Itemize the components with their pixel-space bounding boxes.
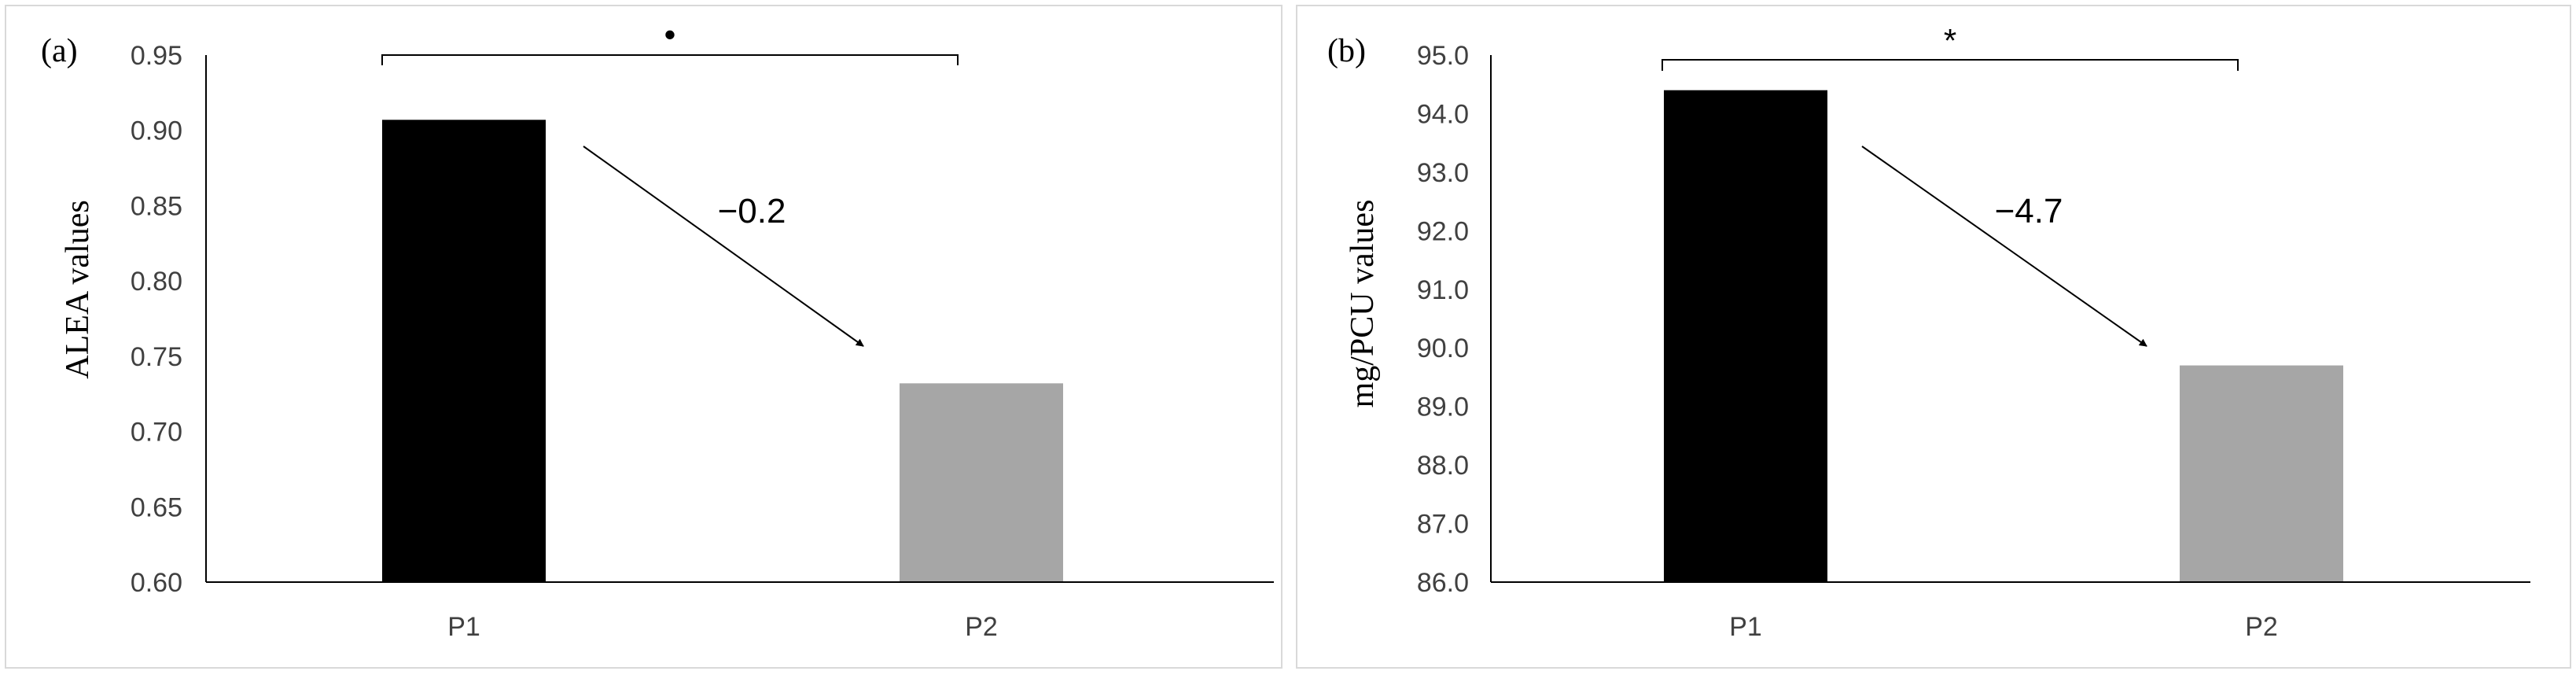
chart-panel-a: (a) ALEA values 0.60 0.65 0.70 0.75 0.80 0.85… [5, 5, 1282, 669]
y-tick-label: 90.0 [1417, 334, 1469, 363]
y-tick-label: 95.0 [1417, 41, 1469, 71]
y-tick-label: 0.85 [131, 191, 182, 221]
significance-marker: • [664, 16, 676, 53]
y-tick-label: 93.0 [1417, 158, 1469, 188]
panel-label: (b) [1327, 33, 1366, 69]
significance-marker: * [1944, 22, 1956, 59]
change-annotation: −0.2 [718, 192, 786, 230]
y-axis-ticks: 86.0 87.0 88.0 89.0 90.0 91.0 92.0 93.0 94.0 95.0 [1417, 41, 1469, 598]
y-tick-label: 0.65 [131, 492, 182, 522]
y-axis-label: ALEA values [60, 200, 96, 378]
y-tick-label: 0.60 [131, 568, 182, 598]
x-tick-label: P1 [447, 612, 480, 642]
chart-panel-b: (b) mg/PCU values 86.0 87.0 88.0 89.0 90.0 91… [1296, 5, 2571, 669]
y-tick-label: 87.0 [1417, 510, 1469, 540]
y-tick-label: 0.75 [131, 342, 182, 372]
bar-p2 [900, 383, 1063, 582]
y-tick-label: 86.0 [1417, 568, 1469, 598]
y-tick-label: 92.0 [1417, 216, 1469, 246]
y-axis-ticks: 0.60 0.65 0.70 0.75 0.80 0.85 0.90 0.95 [131, 41, 182, 598]
x-tick-label: P1 [1729, 612, 1762, 642]
y-tick-label: 0.95 [131, 41, 182, 71]
x-tick-label: P2 [965, 612, 998, 642]
x-tick-label: P2 [2245, 612, 2278, 642]
chart-b-svg: (b) mg/PCU values 86.0 87.0 88.0 89.0 90.0 91… [1327, 22, 2530, 642]
bar-p1 [382, 120, 546, 583]
x-axis-ticks: P1 P2 [447, 612, 998, 642]
y-tick-label: 0.70 [131, 418, 182, 448]
panel-label: (a) [41, 33, 78, 69]
bar-p2 [2180, 365, 2343, 582]
significance-bracket [381, 54, 959, 65]
y-tick-label: 0.90 [131, 116, 182, 146]
y-tick-label: 88.0 [1417, 451, 1469, 481]
significance-bracket [1662, 59, 2239, 71]
change-arrow [1861, 146, 2147, 347]
bar-p1 [1664, 90, 1827, 582]
chart-a-svg: (a) ALEA values 0.60 0.65 0.70 0.75 0.80 0.85… [41, 16, 1274, 642]
change-arrow [583, 146, 864, 347]
y-tick-label: 94.0 [1417, 99, 1469, 129]
y-tick-label: 0.80 [131, 267, 182, 297]
y-tick-label: 89.0 [1417, 393, 1469, 422]
x-axis-ticks: P1 P2 [1729, 612, 2278, 642]
bars [382, 120, 1063, 583]
change-annotation: −4.7 [1995, 192, 2063, 230]
y-axis-label: mg/PCU values [1345, 200, 1381, 408]
y-tick-label: 91.0 [1417, 275, 1469, 305]
bars [1664, 90, 2343, 582]
